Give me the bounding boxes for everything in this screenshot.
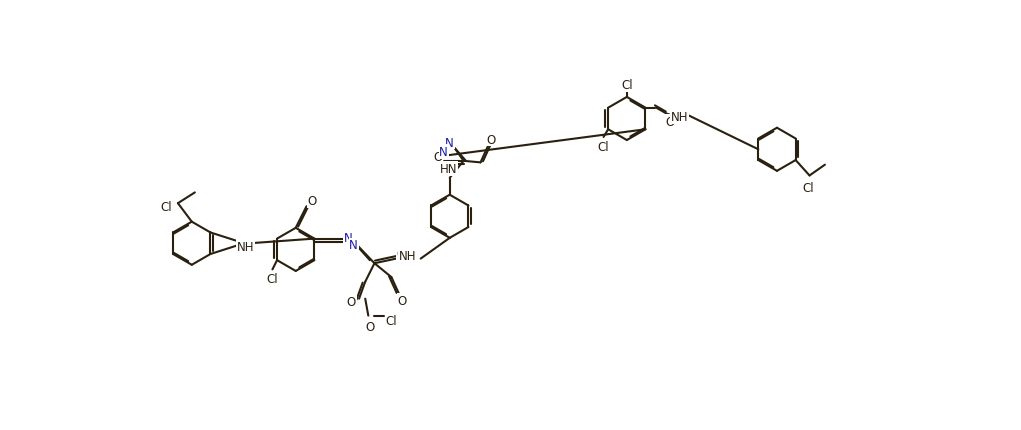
Text: O: O (666, 116, 675, 129)
Text: O: O (347, 295, 356, 308)
Text: O: O (487, 133, 496, 147)
Text: NH: NH (671, 111, 688, 124)
Text: O: O (397, 248, 406, 261)
Text: O: O (366, 320, 375, 333)
Text: NH: NH (237, 240, 254, 253)
Text: O: O (307, 195, 317, 208)
Text: HN: HN (439, 163, 457, 175)
Text: Cl: Cl (621, 79, 633, 92)
Text: NH: NH (399, 249, 417, 262)
Text: N: N (439, 146, 448, 159)
Text: N: N (349, 239, 358, 252)
Text: Cl: Cl (386, 314, 397, 327)
Text: Cl: Cl (803, 182, 814, 195)
Text: Cl: Cl (597, 140, 610, 154)
Text: Cl: Cl (160, 200, 173, 213)
Text: O: O (434, 150, 443, 163)
Text: Cl: Cl (266, 273, 279, 286)
Text: O: O (397, 294, 406, 307)
Text: N: N (445, 137, 454, 150)
Text: N: N (344, 232, 352, 245)
